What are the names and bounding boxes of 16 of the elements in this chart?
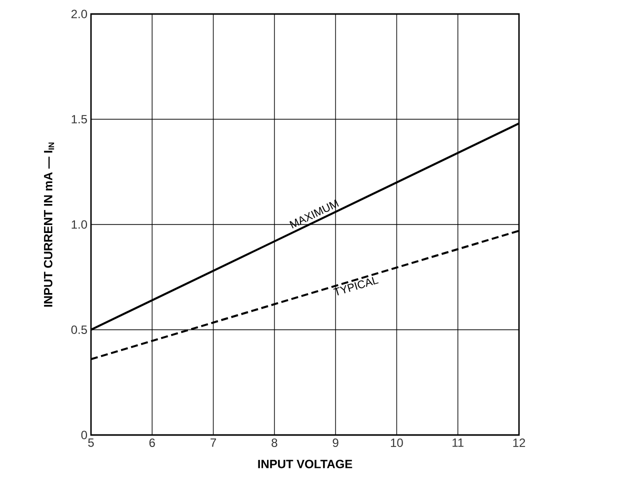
x-tick-label: 11 xyxy=(452,438,464,447)
x-axis-title: INPUT VOLTAGE xyxy=(258,460,352,468)
annotation: TYPICAL xyxy=(333,277,379,296)
x-tick-label: 7 xyxy=(210,438,216,447)
y-axis-title: INPUT CURRENT IN mA — I$_{IN}$ xyxy=(44,142,54,307)
x-tick-label: 8 xyxy=(272,438,278,447)
x-tick-label: 10 xyxy=(390,438,403,447)
y-tick-label: 1.0 xyxy=(72,220,88,229)
y-tick-label: 2.0 xyxy=(71,10,88,18)
y-tick-label: 0.5 xyxy=(71,326,87,334)
x-tick-label: 12 xyxy=(513,438,526,447)
x-tick-label: 9 xyxy=(332,438,338,447)
y-tick-label: 0 xyxy=(81,430,88,440)
y-tick-label: 1.5 xyxy=(72,115,87,124)
x-tick-label: 6 xyxy=(149,438,155,447)
x-tick-label: 5 xyxy=(88,438,94,447)
